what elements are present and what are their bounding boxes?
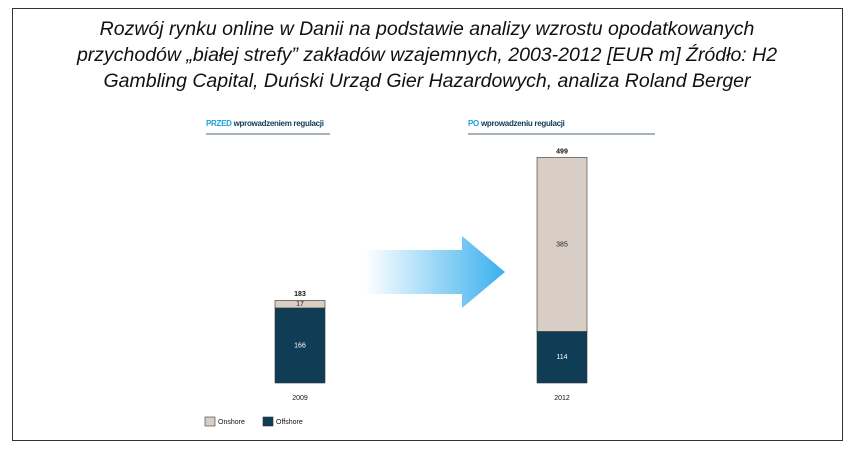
data-label: 385: [556, 241, 568, 248]
data-label: 17: [296, 301, 304, 308]
legend-swatch: [262, 416, 274, 427]
panel-text: wprowadzeniem regulacji: [233, 119, 324, 128]
chart-title: Rozwój rynku online w Danii na podstawie…: [100, 18, 755, 40]
bar-segment: [536, 331, 588, 384]
frame: [12, 8, 843, 441]
panel-header: PO wprowadzeniu regulacji: [468, 119, 565, 128]
bar-segment: [274, 307, 326, 384]
panel-header: PRZED wprowadzeniem regulacji: [206, 119, 324, 128]
legend-label: Offshore: [276, 419, 303, 426]
data-label: 166: [294, 342, 306, 349]
panel-text: wprowadzeniu regulacji: [480, 119, 565, 128]
total-label: 499: [556, 148, 568, 155]
chart-title: Gambling Capital, Duński Urząd Gier Haza…: [103, 70, 752, 92]
x-tick-label: 2009: [292, 395, 308, 402]
total-label: 183: [294, 291, 306, 298]
chart-title: przychodów „białej strefy” zakładów wzaj…: [76, 43, 777, 66]
legend-label: Onshore: [218, 419, 245, 426]
bar-segment: [274, 299, 326, 309]
panel-highlight: PO: [468, 119, 479, 128]
legend-swatch: [204, 416, 216, 427]
bar-segment: [536, 157, 588, 332]
panel-highlight: PRZED: [206, 119, 232, 128]
x-tick-label: 2012: [554, 395, 570, 402]
arrow: [365, 236, 505, 308]
data-label: 114: [556, 354, 567, 361]
